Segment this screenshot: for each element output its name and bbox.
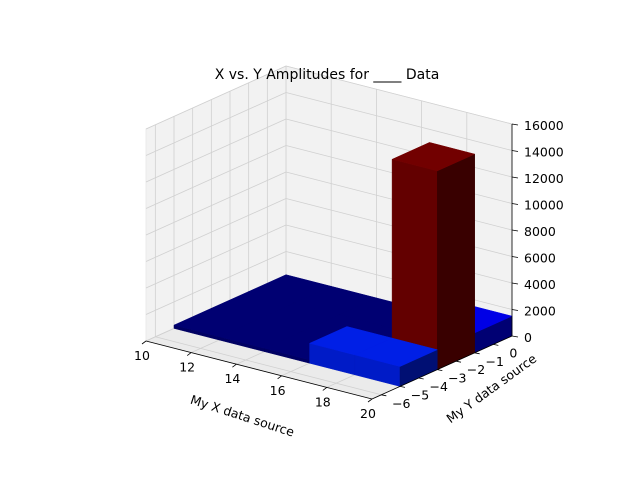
z-tick-mark — [511, 229, 519, 232]
z-tick-label: 2000 — [524, 304, 556, 319]
x-tick-mark — [277, 375, 282, 380]
y-tick-mark — [455, 360, 462, 363]
x-tick-label: 20 — [360, 406, 376, 421]
y-tick-mark — [493, 344, 499, 346]
x-tick-label: 16 — [270, 383, 286, 398]
x-tick-mark — [141, 340, 147, 345]
x-tick-label: 12 — [179, 360, 195, 375]
z-gridline — [145, 171, 287, 236]
tick-labels: 10 12 14 16 18 20 −6−5−4−3−2−1 00 2000 4000 6000 80… — [134, 118, 564, 421]
z-gridline — [145, 251, 287, 315]
y-tick-mark — [474, 352, 480, 355]
y-tick-label: −1 — [485, 354, 503, 369]
bar-top-face — [354, 337, 439, 367]
z-tick-label: 0 — [524, 330, 532, 345]
y-tick-label: −3 — [448, 371, 466, 386]
z-gridline — [285, 65, 513, 125]
axis-lines — [141, 123, 519, 403]
x-tick-mark — [186, 352, 192, 356]
chart-title: X vs. Y Amplitudes for ____ Data — [215, 67, 440, 83]
z-tick-mark — [511, 123, 519, 126]
y-tick-label: −6 — [392, 396, 410, 411]
z-tick-mark — [511, 309, 519, 311]
y-tick-mark — [418, 377, 424, 380]
x-axis-label: My X data source — [189, 392, 297, 440]
y-tick-label: 0 — [509, 345, 517, 360]
z-tick-label: 12000 — [524, 171, 564, 186]
x-tick-label: 18 — [315, 394, 331, 409]
z-tick-label: 4000 — [524, 277, 556, 292]
y-tick-label: −4 — [429, 379, 447, 394]
y-tick-mark — [381, 394, 387, 397]
y-tick-label: −2 — [467, 362, 485, 377]
x-tick-label: 14 — [224, 371, 240, 386]
z-tick-mark — [511, 150, 519, 152]
z-gridline — [145, 118, 287, 183]
z-tick-mark — [511, 203, 519, 205]
bar-top-face — [391, 142, 476, 172]
bar-front-face — [391, 158, 438, 370]
y-gridline — [155, 336, 382, 396]
z-tick-mark — [511, 176, 519, 179]
x-tick-mark — [322, 387, 328, 391]
z-tick-label: 6000 — [524, 251, 556, 266]
z-tick-mark — [511, 256, 519, 258]
y-axis-line — [371, 335, 513, 400]
z-gridline — [145, 224, 287, 289]
z-tick-mark — [511, 335, 519, 338]
bars — [173, 142, 513, 387]
bar-side-face — [437, 153, 475, 370]
z-tick-label: 10000 — [524, 198, 564, 213]
x-tick-mark — [367, 398, 373, 403]
y-tick-label: −5 — [411, 387, 429, 402]
z-gridline — [145, 65, 287, 130]
x-tick-label: 10 — [134, 348, 150, 363]
x-axis-line — [145, 340, 373, 400]
y-tick-mark — [437, 369, 443, 371]
x-tick-mark — [232, 363, 237, 368]
z-gridline — [145, 145, 287, 209]
z-gridline — [145, 92, 287, 156]
y-tick-mark — [399, 386, 406, 388]
z-tick-label: 16000 — [524, 118, 564, 133]
z-tick-mark — [511, 282, 519, 285]
z-tick-label: 8000 — [524, 224, 556, 239]
z-gridline — [145, 198, 287, 262]
z-tick-label: 14000 — [524, 145, 564, 160]
z-gridline — [285, 92, 513, 151]
